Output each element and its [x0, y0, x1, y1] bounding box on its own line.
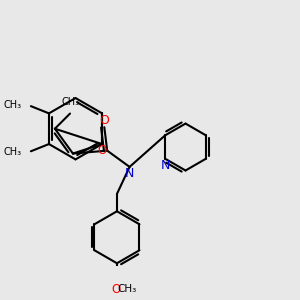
Text: CH₃: CH₃ — [117, 284, 136, 294]
Text: CH₃: CH₃ — [4, 100, 22, 110]
Text: O: O — [99, 114, 109, 127]
Text: O: O — [98, 144, 107, 157]
Text: CH₃: CH₃ — [62, 97, 80, 107]
Text: O: O — [111, 283, 120, 296]
Text: CH₃: CH₃ — [4, 147, 22, 157]
Text: N: N — [161, 159, 171, 172]
Text: N: N — [125, 167, 134, 180]
